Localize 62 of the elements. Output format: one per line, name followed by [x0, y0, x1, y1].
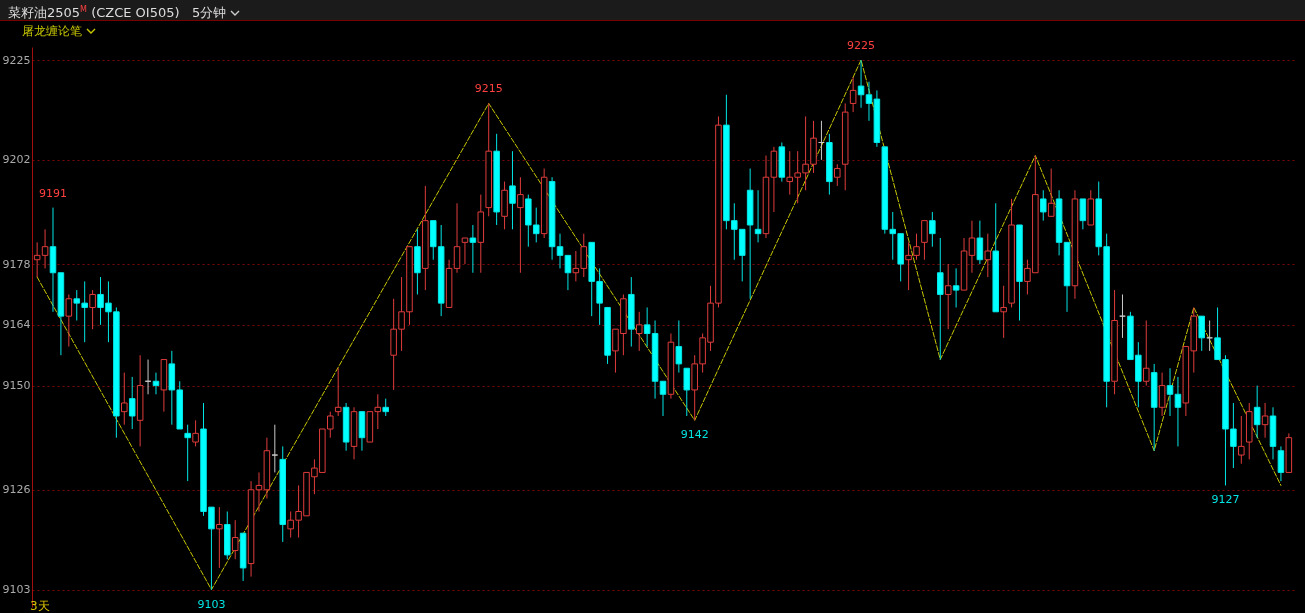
candlestick [1206, 319, 1213, 352]
candlestick [675, 319, 683, 374]
annotation: 9191 [38, 186, 67, 200]
y-tick-label: 9202 [2, 153, 31, 167]
candlestick [1261, 402, 1269, 439]
y-tick-label: 9225 [2, 53, 31, 67]
candlestick [1079, 198, 1087, 230]
candlestick [1000, 285, 1007, 339]
chart-title: 菜籽油2505$^{M}$ (CZCE OI505) [8, 5, 180, 21]
candlestick [121, 372, 128, 426]
candlestick [1039, 189, 1047, 222]
candlestick [564, 254, 572, 291]
candlestick [1198, 315, 1205, 352]
candlestick [1166, 367, 1174, 417]
chart-subtitle: 5分钟 [191, 5, 227, 21]
line-series [36, 59, 1282, 591]
candlestick [834, 163, 841, 187]
candlestick [128, 376, 136, 430]
candlestick [192, 419, 199, 447]
candlestick [1174, 376, 1182, 447]
candlestick [1238, 415, 1245, 465]
annotation: 9103 [197, 597, 226, 611]
candlestick [1253, 385, 1261, 439]
candlestick [469, 224, 477, 274]
candlestick [635, 311, 643, 352]
candlestick [184, 424, 191, 482]
candlestick [1158, 372, 1166, 417]
candlestick [952, 267, 960, 308]
candlestick [1277, 445, 1285, 482]
candlestick [334, 367, 342, 417]
y-tick-label: 9164 [2, 318, 31, 332]
legend-label: 屠龙缠论笔 [22, 24, 82, 38]
candlestick [89, 289, 96, 330]
candlestick [944, 263, 952, 330]
y-tick-label: 9178 [2, 257, 31, 271]
annotation: 3天 [30, 598, 50, 613]
y-tick-label: 9126 [2, 483, 31, 497]
annotation: 9225 [847, 39, 876, 53]
candlestick [461, 237, 469, 265]
candlestick [929, 211, 936, 248]
candlestick [65, 293, 73, 348]
candlestick [683, 367, 691, 417]
candlestick [1142, 319, 1150, 387]
y-tick-label: 9103 [2, 583, 31, 597]
annotation: 9215 [474, 82, 503, 96]
candlestick [216, 506, 223, 569]
candlestick [937, 237, 944, 361]
candlestick [509, 150, 516, 230]
candlestick [231, 519, 239, 560]
candlestick [984, 233, 992, 278]
y-tick-label: 9150 [2, 379, 31, 393]
candlestick [968, 220, 976, 274]
candlestick [857, 59, 865, 109]
candlestick [1047, 168, 1055, 217]
annotation: 9127 [1211, 493, 1240, 507]
candlestick [271, 424, 279, 473]
candlestick [921, 220, 928, 261]
candlestick [517, 176, 524, 274]
candlestick [976, 220, 984, 265]
candlestick [849, 76, 857, 113]
candlestick [1119, 293, 1126, 339]
annotation: 9142 [680, 428, 709, 442]
